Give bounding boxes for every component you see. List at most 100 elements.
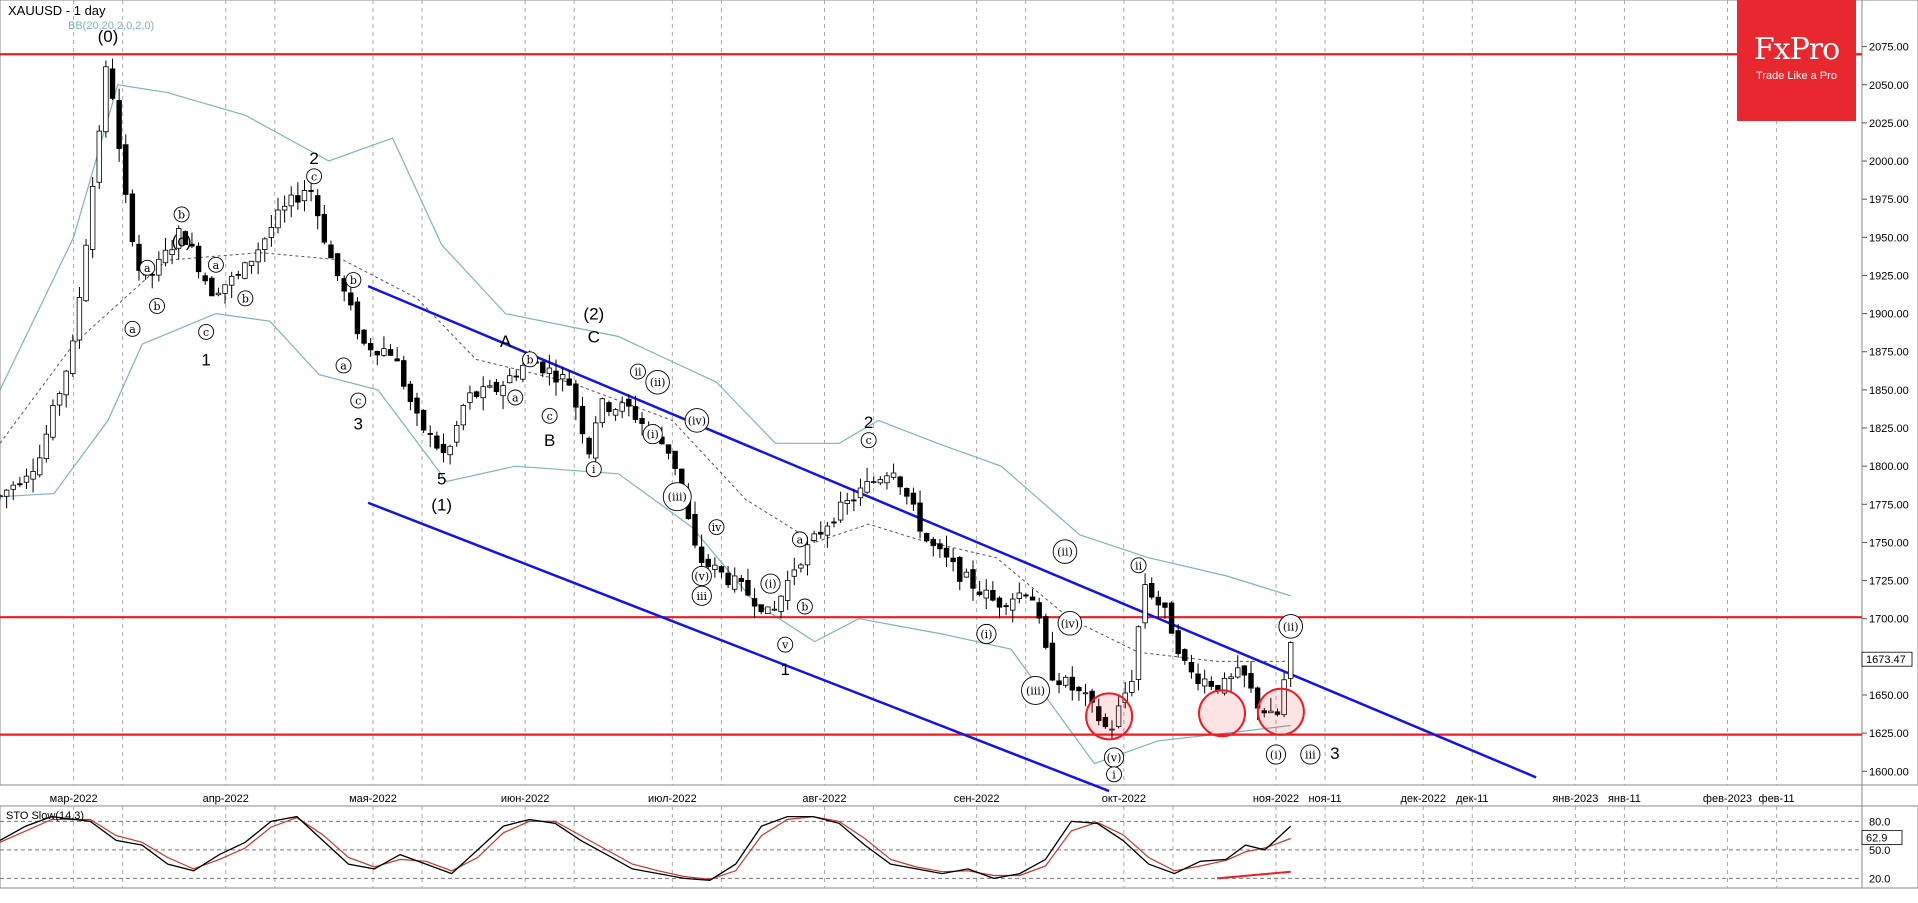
- x-tick-label: мая-2022: [349, 793, 397, 805]
- candle-body: [1228, 676, 1234, 680]
- y-tick-label: 2000.00: [1869, 156, 1909, 168]
- candle-body: [1201, 678, 1208, 687]
- candle-body: [467, 392, 473, 403]
- y-tick-label: 1975.00: [1869, 194, 1909, 206]
- candle-body: [109, 68, 116, 99]
- wave-label: (1): [431, 495, 452, 514]
- wave-label-circle: [522, 351, 538, 368]
- wave-label-circle: [796, 598, 813, 615]
- x-tick-label: авг-2022: [802, 793, 846, 805]
- wave-label-circle: [760, 573, 781, 594]
- wave-label-circle: [149, 298, 165, 314]
- candle-body: [506, 375, 513, 384]
- wave-label-circle: [708, 519, 725, 536]
- wave-label: c: [355, 395, 361, 408]
- candle-body: [566, 378, 572, 386]
- wave-label: (i): [647, 428, 659, 441]
- candle-body: [593, 422, 599, 459]
- wave-label-circle: [791, 531, 808, 548]
- wave-label: b: [154, 300, 161, 313]
- x-tick-label: ноя-2022: [1253, 793, 1299, 805]
- candle-body: [732, 575, 738, 590]
- wave-label: b: [178, 208, 185, 221]
- wave-label-circle: [335, 357, 352, 374]
- wave-label: (ii): [1057, 546, 1073, 559]
- wave-label: 5: [437, 469, 446, 488]
- wave-label: b: [801, 601, 808, 614]
- wave-label-circle: [1106, 766, 1122, 783]
- candle-body: [288, 194, 294, 207]
- candle-body: [209, 277, 215, 297]
- candle-body: [1241, 665, 1248, 676]
- candle-body: [473, 391, 480, 397]
- candle-body: [242, 262, 248, 279]
- candle-body: [890, 472, 897, 478]
- wave-label-circle: [1021, 675, 1050, 705]
- wave-label-circle: [691, 565, 712, 587]
- wave-label-circle: [860, 432, 877, 449]
- candle-body: [182, 231, 189, 245]
- candle-body: [50, 405, 56, 438]
- wave-label: a: [144, 262, 151, 275]
- fxpro-logo: FxPro Trade Like a Pro: [1737, 0, 1856, 121]
- candle-body: [1062, 676, 1069, 686]
- wave-label-circle: [684, 408, 710, 433]
- candle-body: [930, 539, 936, 547]
- candle-body: [943, 547, 950, 558]
- wave-label: (v): [1107, 752, 1122, 765]
- osc-tick-label: 80.0: [1869, 816, 1890, 828]
- candle-body: [871, 481, 877, 483]
- candle-body: [725, 572, 731, 586]
- bollinger-lower: [0, 312, 1291, 765]
- candle-body: [367, 343, 374, 351]
- candle-body: [884, 475, 890, 484]
- candle-body: [129, 193, 136, 243]
- candle-body: [56, 393, 63, 406]
- candle-body: [361, 329, 367, 344]
- candle-body: [897, 476, 903, 488]
- candle-body: [804, 544, 811, 566]
- y-tick-label: 1800.00: [1869, 461, 1909, 473]
- wave-label-circle: [507, 389, 524, 406]
- x-tick-label: окт-2022: [1102, 793, 1146, 805]
- candle-body: [751, 598, 758, 607]
- candle-body: [30, 470, 36, 480]
- wave-label: ii: [1135, 559, 1143, 572]
- candle-body: [169, 249, 175, 256]
- current-price-label: 1673.47: [1866, 654, 1906, 666]
- candle-body: [454, 425, 460, 443]
- candle-body: [1036, 602, 1042, 619]
- x-tick-label: июн-2022: [501, 793, 550, 805]
- wave-label-circle: [777, 636, 794, 653]
- candle-body: [957, 556, 963, 582]
- y-tick-label: 1925.00: [1869, 270, 1909, 282]
- candle-body: [1142, 584, 1148, 624]
- y-tick-label: 1950.00: [1869, 232, 1909, 244]
- candle-body: [281, 205, 288, 211]
- candle-body: [1195, 673, 1201, 685]
- current-osc-label: 62.9: [1866, 833, 1887, 845]
- candle-body: [136, 243, 142, 271]
- candle-body: [851, 499, 857, 502]
- channel-upper-line: [367, 284, 1537, 779]
- candle-body: [1155, 596, 1162, 606]
- wave-label-circle: [350, 392, 367, 409]
- candle-body: [195, 245, 202, 273]
- wave-label: (v): [694, 570, 709, 583]
- candle-body: [1221, 677, 1228, 694]
- y-tick-label: 2050.00: [1869, 80, 1909, 92]
- candle-body: [745, 579, 751, 596]
- candle-body: [341, 278, 347, 292]
- y-tick-label: 1650.00: [1869, 690, 1909, 702]
- candle-body: [1076, 686, 1082, 692]
- wave-label-circle: [198, 323, 215, 340]
- candle-body: [17, 483, 23, 486]
- candle-body: [765, 606, 771, 615]
- wave-label-circle: [976, 623, 997, 645]
- candle-body: [1208, 681, 1214, 687]
- candle-body: [262, 238, 268, 251]
- candle-body: [665, 444, 672, 454]
- candle-body: [1281, 679, 1287, 716]
